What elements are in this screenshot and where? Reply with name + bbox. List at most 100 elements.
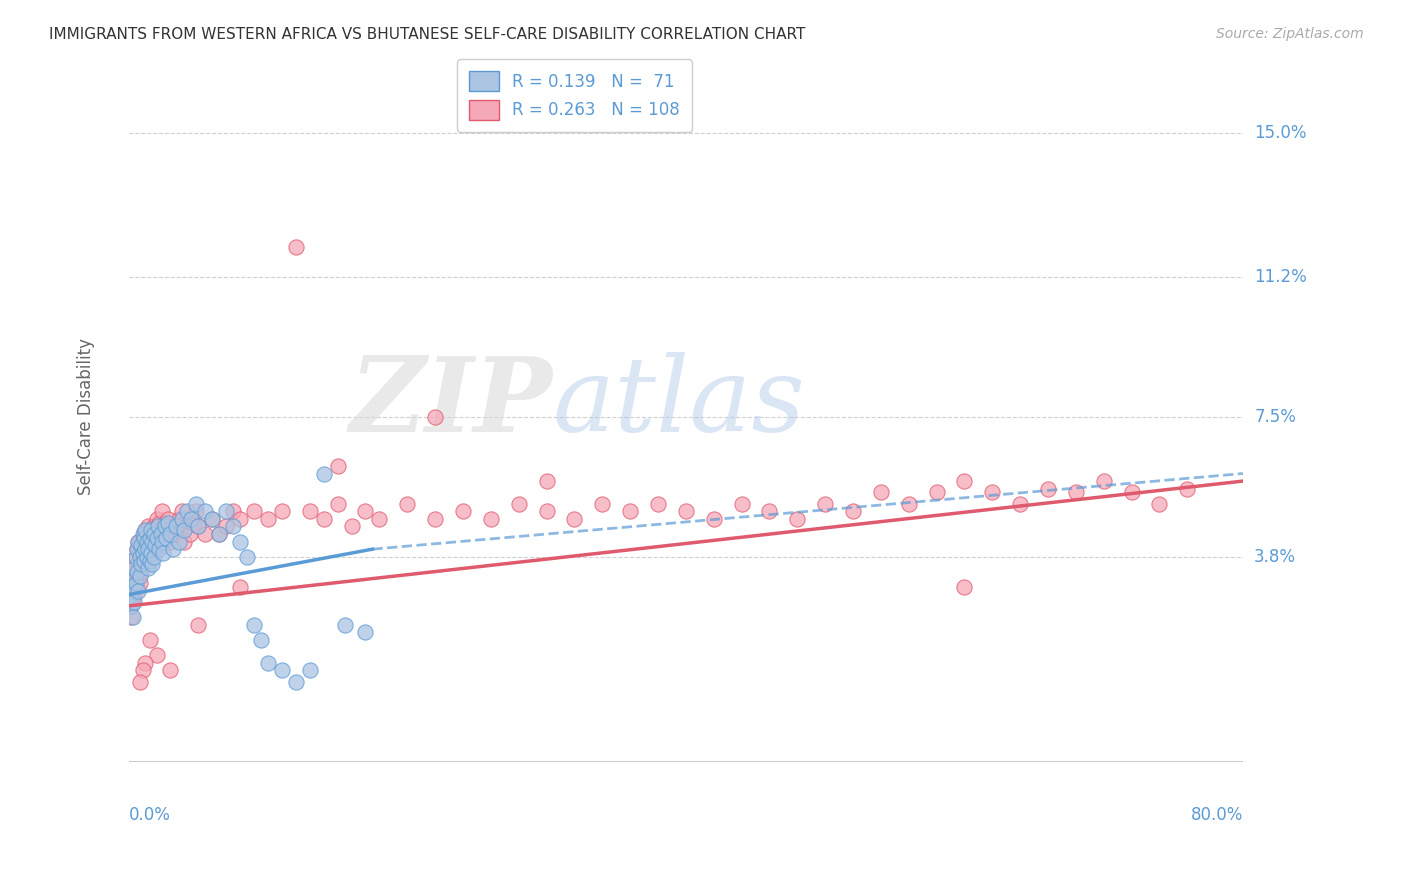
Point	[159, 534, 181, 549]
Point	[333, 617, 356, 632]
Point	[121, 580, 143, 594]
Point	[145, 648, 167, 662]
Point	[129, 538, 152, 552]
Point	[127, 534, 149, 549]
Point	[131, 531, 153, 545]
Point	[167, 512, 190, 526]
Point	[135, 534, 157, 549]
Point	[127, 583, 149, 598]
Point	[284, 674, 307, 689]
Point	[564, 512, 586, 526]
Point	[141, 558, 163, 572]
Point	[897, 497, 920, 511]
Point	[135, 549, 157, 564]
Text: 15.0%: 15.0%	[1254, 124, 1306, 142]
Point	[149, 538, 172, 552]
Point	[326, 497, 349, 511]
Point	[758, 504, 780, 518]
Point	[173, 523, 195, 537]
Point	[122, 561, 145, 575]
Point	[396, 497, 419, 511]
Point	[591, 497, 613, 511]
Point	[125, 568, 148, 582]
Point	[121, 591, 143, 606]
Point	[138, 531, 160, 545]
Point	[619, 504, 641, 518]
Point	[145, 531, 167, 545]
Point	[122, 561, 145, 575]
Point	[156, 512, 179, 526]
Point	[159, 663, 181, 677]
Point	[647, 497, 669, 511]
Point	[125, 542, 148, 557]
Point	[354, 504, 377, 518]
Point	[284, 239, 307, 253]
Point	[159, 527, 181, 541]
Point	[187, 519, 209, 533]
Point	[298, 663, 321, 677]
Point	[128, 576, 150, 591]
Point	[132, 553, 155, 567]
Text: 11.2%: 11.2%	[1254, 268, 1308, 285]
Point	[536, 504, 558, 518]
Point	[134, 523, 156, 537]
Point	[128, 674, 150, 689]
Point	[184, 504, 207, 518]
Point	[150, 504, 173, 518]
Point	[155, 527, 177, 541]
Point	[127, 534, 149, 549]
Point	[222, 504, 245, 518]
Point	[312, 512, 335, 526]
Point	[155, 531, 177, 545]
Point	[143, 534, 166, 549]
Point	[138, 632, 160, 647]
Point	[131, 546, 153, 560]
Point	[340, 519, 363, 533]
Point	[121, 610, 143, 624]
Point	[243, 617, 266, 632]
Point	[138, 542, 160, 557]
Point	[536, 474, 558, 488]
Point	[354, 625, 377, 640]
Point	[176, 519, 198, 533]
Point	[122, 588, 145, 602]
Point	[257, 512, 280, 526]
Point	[423, 409, 446, 424]
Point	[121, 573, 143, 587]
Point	[135, 534, 157, 549]
Point	[170, 512, 193, 526]
Point	[173, 534, 195, 549]
Text: 80.0%: 80.0%	[1191, 806, 1243, 824]
Point	[125, 542, 148, 557]
Point	[842, 504, 865, 518]
Point	[981, 485, 1004, 500]
Point	[1149, 497, 1171, 511]
Point	[134, 523, 156, 537]
Point	[141, 534, 163, 549]
Point	[1010, 497, 1032, 511]
Point	[423, 512, 446, 526]
Point	[131, 663, 153, 677]
Point	[508, 497, 530, 511]
Text: atlas: atlas	[553, 352, 804, 453]
Point	[132, 531, 155, 545]
Point	[187, 519, 209, 533]
Point	[184, 497, 207, 511]
Point	[124, 549, 146, 564]
Point	[132, 527, 155, 541]
Point	[142, 519, 165, 533]
Point	[139, 546, 162, 560]
Text: IMMIGRANTS FROM WESTERN AFRICA VS BHUTANESE SELF-CARE DISABILITY CORRELATION CHA: IMMIGRANTS FROM WESTERN AFRICA VS BHUTAN…	[49, 27, 806, 42]
Point	[124, 549, 146, 564]
Point	[1064, 485, 1087, 500]
Point	[229, 580, 252, 594]
Point	[451, 504, 474, 518]
Point	[243, 504, 266, 518]
Point	[201, 512, 224, 526]
Text: Source: ZipAtlas.com: Source: ZipAtlas.com	[1216, 27, 1364, 41]
Point	[180, 512, 202, 526]
Point	[134, 542, 156, 557]
Point	[121, 599, 143, 613]
Point	[142, 527, 165, 541]
Point	[121, 573, 143, 587]
